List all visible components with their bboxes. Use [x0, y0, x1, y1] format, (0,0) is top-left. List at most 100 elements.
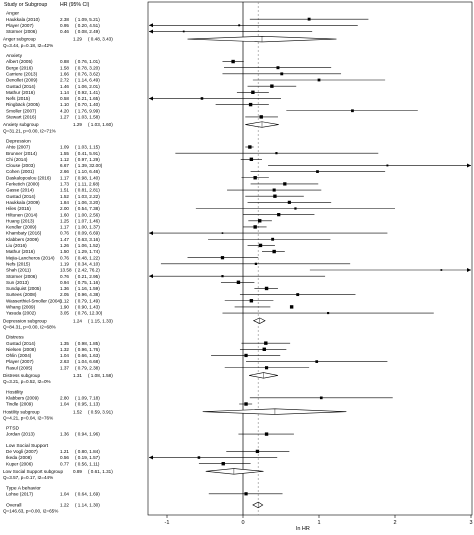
- ci-arrow-left: [149, 29, 153, 34]
- study-ci: ( 1.03, 2.22): [75, 194, 100, 199]
- study-ci: ( 2.42, 76.2): [75, 268, 100, 273]
- subgroup-ci: ( 1.15, 1.33): [88, 318, 113, 323]
- study-point: [259, 115, 263, 119]
- study-hr: 1.09: [60, 145, 69, 150]
- group-title: PTSD: [6, 426, 20, 432]
- study-name: Rasul (2005): [6, 365, 33, 370]
- study-name: Brunner (2014): [6, 151, 37, 156]
- study-hr: 1.21: [60, 449, 69, 454]
- study-point: [276, 66, 280, 70]
- study-point: [238, 24, 241, 27]
- study-name: Player (2007): [6, 359, 34, 364]
- study-ci: ( 0.92, 1.41): [75, 90, 100, 95]
- study-name: Ringbäck (2005): [6, 102, 40, 107]
- study-name: Chi (2014): [6, 157, 28, 162]
- study-point: [317, 78, 321, 82]
- study-ci: ( 0.70, 1.40): [75, 102, 100, 107]
- study-point: [275, 152, 278, 155]
- study-hr: 1.37: [60, 365, 69, 370]
- study-point: [253, 176, 257, 180]
- study-name: Kendler (2009): [6, 225, 37, 230]
- study-ci: ( 0.79, 2.38): [75, 365, 100, 370]
- study-ci: ( 0.98, 1.40): [75, 175, 100, 180]
- heterogeneity-stat: Q=31.21, p=0.00, I2=71%: [3, 128, 56, 133]
- study-point: [440, 269, 443, 271]
- study-name: Sundquist (2005): [6, 286, 41, 291]
- study-name: Smoller (2007): [6, 108, 37, 113]
- study-name: Carriere (2013): [6, 71, 38, 76]
- subgroup-hr: 1.31: [73, 373, 82, 378]
- study-point: [197, 456, 201, 459]
- study-hr: 2.80: [60, 395, 69, 400]
- study-hr: 1.51: [60, 188, 69, 193]
- study-hr: 1.66: [60, 71, 69, 76]
- study-hr: 1.47: [60, 237, 69, 242]
- study-point: [307, 17, 311, 21]
- study-hr: 1.12: [60, 157, 69, 162]
- study-hr: 1.10: [60, 102, 69, 107]
- study-hr: 1.04: [60, 402, 69, 407]
- study-point: [221, 462, 225, 466]
- subgroup-ci: ( 0.48, 3.43): [88, 37, 113, 42]
- study-name: Cohen (2001): [6, 169, 35, 174]
- study-name: Stürmer (2006): [6, 274, 37, 279]
- study-hr: 1.12: [60, 298, 69, 303]
- study-hr: 0.95: [60, 23, 69, 28]
- x-axis: -1 0 1 2 3: [165, 515, 473, 526]
- study-hr: 1.04: [60, 353, 69, 358]
- study-hr: 0.76: [60, 255, 69, 260]
- study-ci: ( 0.76, 3.62): [75, 71, 100, 76]
- subgroup-hr: 1.29: [73, 37, 82, 42]
- study-ci: ( 0.08, 2.49): [75, 29, 100, 34]
- study-hr: 1.19: [60, 261, 69, 266]
- study-ci: ( 1.06, 3.20): [75, 200, 100, 205]
- study-point: [248, 102, 253, 107]
- group-title: Anxiety: [6, 53, 23, 59]
- x-tick-label: 1: [317, 520, 320, 526]
- study-ci: ( 0.79, 1.49): [75, 298, 100, 303]
- study-point: [294, 207, 297, 210]
- study-ci: ( 1.06, 1.52): [75, 243, 100, 248]
- study-hr: 0.94: [60, 280, 69, 285]
- study-ci: ( 0.97, 1.29): [75, 157, 100, 162]
- study-hr: 2.05: [60, 292, 69, 297]
- study-name: Mathur (2016): [6, 90, 35, 95]
- subgroup-label: Low Social Support subgroup: [3, 469, 63, 474]
- x-tick-label: 0: [241, 520, 244, 526]
- study-point: [264, 366, 269, 370]
- study-name: Khambaty (2016): [6, 231, 42, 236]
- ci-arrow-left: [149, 274, 153, 279]
- x-tick-label: 2: [393, 520, 396, 526]
- heterogeneity-stat: Q=3.21, p=0.52, I2=0%: [3, 379, 51, 384]
- ci-arrow-left: [149, 455, 153, 460]
- study-name: Denollet (2009): [6, 78, 38, 83]
- study-hr: 6.67: [60, 163, 69, 168]
- study-hr: 0.77: [60, 461, 69, 466]
- study-ci: ( 0.21, 2.95): [75, 274, 100, 279]
- study-ci: ( 1.04, 6.68): [75, 359, 100, 364]
- study-hr: 1.32: [60, 347, 69, 352]
- study-name: Ferketich (2000): [6, 182, 40, 187]
- study-ci: ( 0.66, 1.63): [75, 353, 100, 358]
- study-point: [182, 30, 185, 33]
- study-hr: 1.26: [60, 243, 69, 248]
- study-hr: 0.56: [60, 455, 69, 460]
- study-point: [200, 97, 204, 100]
- study-ci: ( 0.20, 4.51): [75, 23, 100, 28]
- study-ci: ( 0.76, 1.01): [75, 59, 100, 64]
- study-hr: 1.46: [60, 84, 69, 89]
- study-ci: ( 0.96, 1.76): [75, 347, 100, 352]
- study-ci: ( 0.21, 1.65): [75, 96, 100, 101]
- study-ci: ( 0.78, 3.20): [75, 65, 100, 70]
- subgroup-diamond: [252, 317, 266, 324]
- group-title: Distress: [6, 335, 24, 341]
- study-hr: 1.60: [60, 212, 69, 217]
- study-point: [296, 293, 300, 297]
- study-name: Albert (2005): [6, 59, 33, 64]
- study-name: Nielsen (2008): [6, 347, 36, 352]
- study-point: [248, 145, 252, 149]
- study-hr: 1.35: [60, 341, 69, 346]
- study-hr: 1.73: [60, 182, 69, 187]
- subgroup-hr: 1.24: [73, 318, 82, 323]
